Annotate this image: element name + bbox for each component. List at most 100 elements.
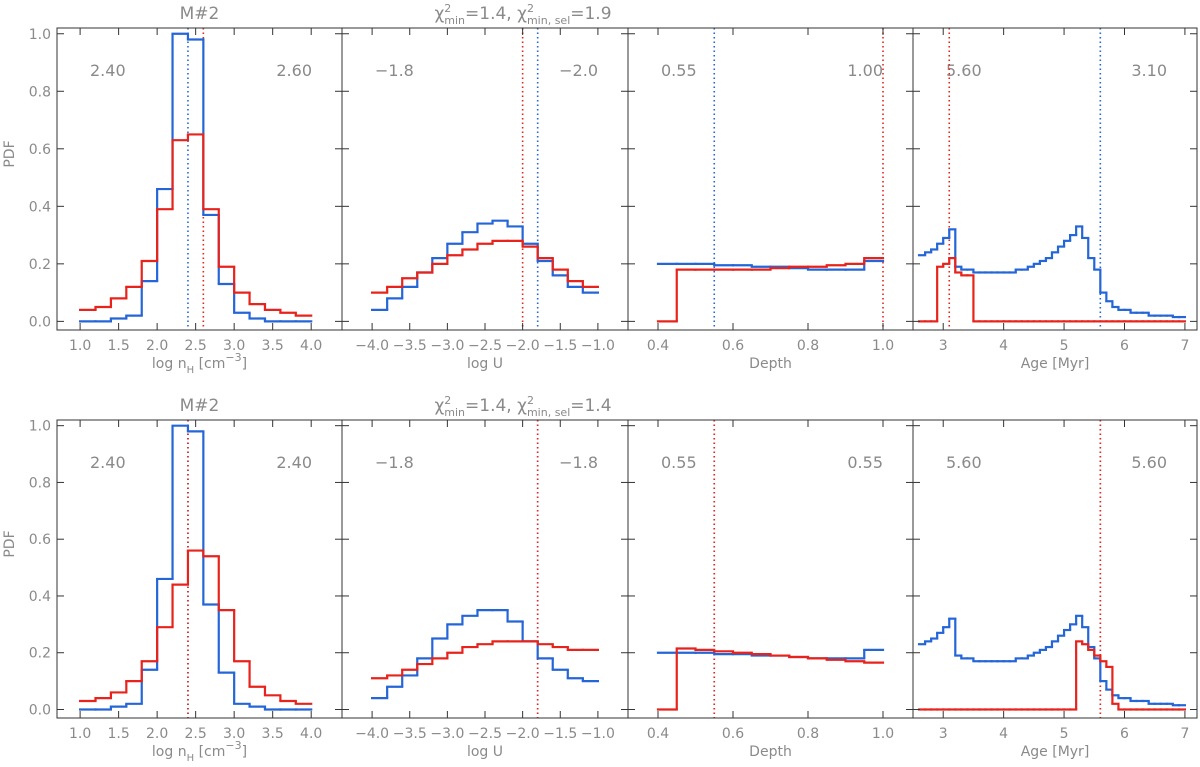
hist-riser <box>94 134 297 316</box>
x-axis-label: log nH [cm−3] <box>152 739 247 764</box>
x-tick-label: 3.0 <box>223 338 245 354</box>
panel-title-part: =1.4, χ <box>465 396 527 416</box>
x-axis-label-part: Depth <box>749 356 792 372</box>
x-tick-label: −3.5 <box>393 726 427 742</box>
x-tick-label: −1.0 <box>581 726 615 742</box>
marker-label: 1.00 <box>847 61 883 80</box>
x-tick-label: −1.0 <box>581 338 615 354</box>
x-tick-label: 2.0 <box>146 726 168 742</box>
hist-riser <box>1075 641 1120 710</box>
x-tick-label: 1.0 <box>69 726 91 742</box>
hist-riser <box>386 610 584 699</box>
x-axis-label-part: [cm <box>194 356 225 372</box>
x-axis-label-part: Age [Myr] <box>1021 744 1090 760</box>
x-axis-label: Depth <box>749 744 792 760</box>
panel-title-part: =1.4, χ <box>465 4 527 24</box>
y-tick-label: 0.6 <box>29 142 51 158</box>
marker-label: 5.60 <box>946 61 982 80</box>
panel-title: χ2 min=1.4, χ2 min, sel=1.9 <box>434 2 611 27</box>
x-axis-label-part: −3 <box>225 739 241 752</box>
x-tick-label: 4 <box>999 338 1008 354</box>
y-tick-label: 0.4 <box>29 589 51 605</box>
panel-title-part: χ <box>434 4 444 24</box>
x-axis-label: log nH [cm−3] <box>152 351 247 376</box>
x-tick-label: 0.8 <box>797 726 819 742</box>
marker-label: −1.8 <box>375 453 414 472</box>
panel-title-part: 2 <box>527 2 534 15</box>
x-tick-label: 4.0 <box>300 726 322 742</box>
panel-title-part: 2 <box>527 394 534 407</box>
y-tick-label: 0.4 <box>29 199 51 215</box>
x-tick-label: −4.0 <box>355 726 389 742</box>
x-axis-label-part: [cm <box>194 744 225 760</box>
x-tick-label: 0.6 <box>722 338 744 354</box>
x-tick-label: −2.0 <box>506 338 540 354</box>
marker-label: 2.60 <box>276 61 312 80</box>
panel-title-part: χ <box>434 396 444 416</box>
x-tick-label: 0.4 <box>647 338 669 354</box>
x-tick-label: 5 <box>1060 338 1069 354</box>
marker-label: −2.0 <box>559 61 598 80</box>
hist-riser <box>386 240 584 293</box>
x-tick-label: 2.5 <box>185 726 207 742</box>
panel-title: χ2 min=1.4, χ2 min, sel=1.4 <box>434 394 611 419</box>
y-tick-label: 0.2 <box>29 257 51 273</box>
x-tick-label: −1.5 <box>543 726 577 742</box>
x-axis-label: Age [Myr] <box>1021 744 1090 760</box>
panel: 2.40 2.40 1.0 1.5 2.0 2.5 3.0 3.5 4.0 0.0 0.2 0.4 0.… <box>2 396 343 764</box>
marker-label: 2.40 <box>90 453 126 472</box>
x-tick-label: −3.0 <box>430 726 464 742</box>
panel-title-part: =1.4 <box>570 396 611 416</box>
x-axis-label: Age [Myr] <box>1021 356 1090 372</box>
x-tick-label: −4.0 <box>355 338 389 354</box>
x-tick-label: 4 <box>999 726 1008 742</box>
panel-title-part: M#2 <box>180 4 220 24</box>
x-tick-label: 3.5 <box>262 338 284 354</box>
x-tick-label: −2.5 <box>468 726 502 742</box>
x-tick-label: 1.5 <box>107 726 129 742</box>
panel-title-part: min, sel <box>527 14 570 27</box>
panel-title-part: M#2 <box>180 396 220 416</box>
x-tick-label: 1.0 <box>872 726 894 742</box>
x-tick-label: −1.5 <box>543 338 577 354</box>
panel: 0.55 1.00 0.4 0.6 0.8 1.0 Depth <box>627 27 914 372</box>
x-tick-label: 6 <box>1120 726 1129 742</box>
x-axis-label-part: H <box>187 365 195 376</box>
x-axis-label-part: Age [Myr] <box>1021 356 1090 372</box>
x-tick-label: 1.0 <box>69 338 91 354</box>
hist-riser <box>94 550 297 704</box>
x-axis-label-part: ] <box>242 356 247 372</box>
x-axis-label-part: H <box>187 753 195 764</box>
x-tick-label: 3 <box>939 338 948 354</box>
marker-label: 5.60 <box>946 453 982 472</box>
marker-label: 5.60 <box>1131 453 1167 472</box>
panel: 2.40 2.60 1.0 1.5 2.0 2.5 3.0 3.5 4.0 0.0 0.2 0.4 0.… <box>2 4 343 376</box>
x-tick-label: 6 <box>1120 338 1129 354</box>
panel-title-part: min, sel <box>527 406 570 419</box>
frame <box>912 419 1198 719</box>
marker-label: −1.8 <box>375 61 414 80</box>
y-tick-label: 1.0 <box>29 27 51 43</box>
x-tick-label: 7 <box>1180 338 1189 354</box>
x-tick-label: 5 <box>1060 726 1069 742</box>
panel-title-part: 2 <box>444 394 451 407</box>
y-tick-label: 0.2 <box>29 646 51 662</box>
y-tick-label: 0.6 <box>29 532 51 548</box>
x-axis-label-part: log U <box>467 744 503 760</box>
x-axis-label-part: log n <box>152 744 187 760</box>
panel: −1.8 −1.8 −4.0 −3.5 −3.0 −2.5 −2.0 −1.5 −1.0 log … <box>341 394 629 760</box>
x-tick-label: 2.5 <box>185 338 207 354</box>
x-axis-label: Depth <box>749 356 792 372</box>
panel-title: M#2 <box>180 4 220 24</box>
x-tick-label: 7 <box>1180 726 1189 742</box>
marker-label: 0.55 <box>661 61 697 80</box>
x-axis-label-part: log n <box>152 356 187 372</box>
x-tick-label: −2.0 <box>506 726 540 742</box>
x-tick-label: −3.5 <box>393 338 427 354</box>
y-tick-label: 0.0 <box>29 314 51 330</box>
x-axis-label-part: Depth <box>749 744 792 760</box>
x-axis-label-part: log U <box>467 356 503 372</box>
x-tick-label: 3.5 <box>262 726 284 742</box>
y-axis-label: PDF <box>2 140 18 167</box>
hist-riser <box>923 226 1174 318</box>
